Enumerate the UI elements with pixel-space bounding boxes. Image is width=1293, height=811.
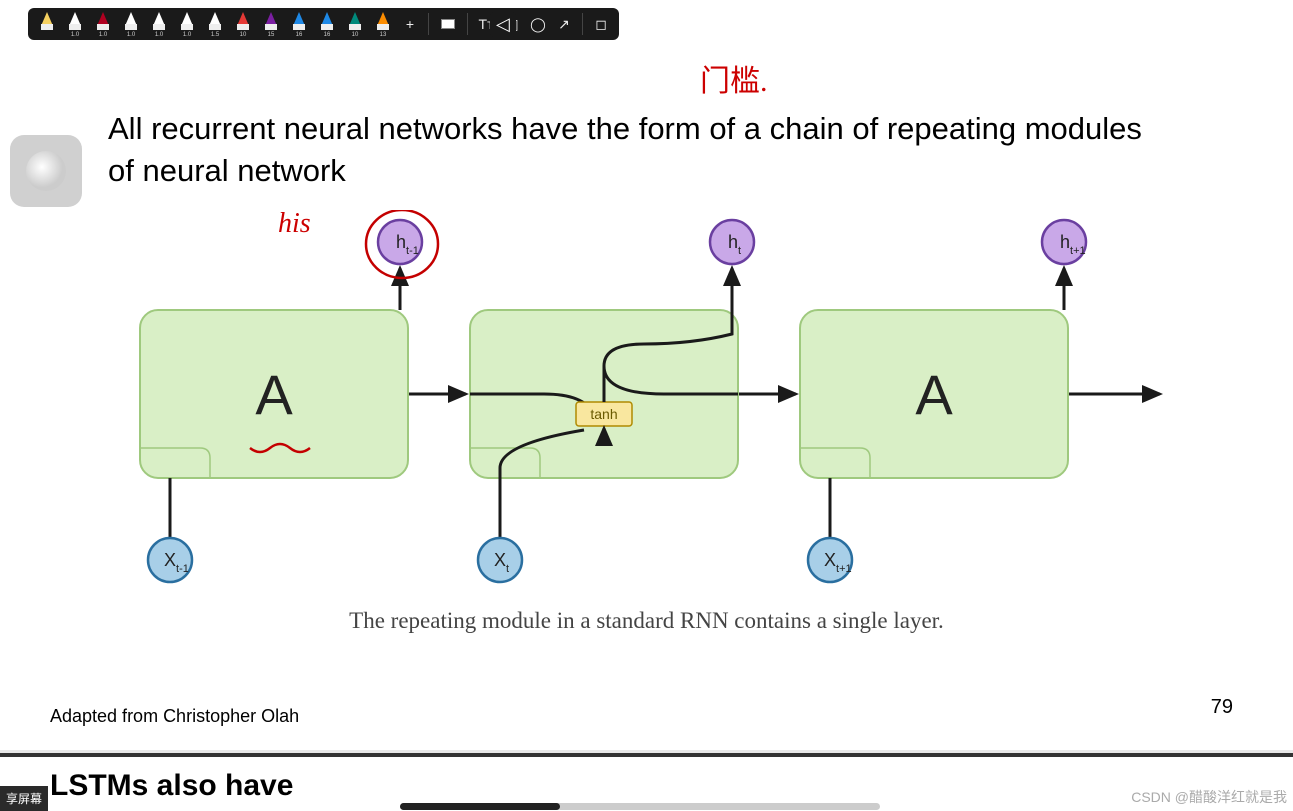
next-slide-text: LSTMs also have (50, 769, 293, 803)
next-slide-preview: LSTMs also have (0, 757, 1293, 811)
svg-text:tanh: tanh (590, 406, 617, 422)
annotation-gate: 门槛. (700, 56, 768, 100)
attribution-text: Adapted from Christopher Olah (50, 706, 299, 727)
share-screen-tag: 享屏幕 (0, 786, 48, 811)
slide-main-text: All recurrent neural networks have the f… (108, 108, 1158, 192)
slide-area: 1.01.01.01.01.01.5101516161013+Tᴛ▣◯↗◻ ◁ … (0, 0, 1293, 750)
horizontal-scrollbar[interactable] (400, 803, 880, 810)
svg-text:A: A (915, 363, 953, 426)
scrollbar-thumb[interactable] (400, 803, 560, 810)
diagram-caption: The repeating module in a standard RNN c… (0, 608, 1293, 634)
slide-content: All recurrent neural networks have the f… (0, 0, 1293, 750)
csdn-watermark: CSDN @醋酸洋红就是我 (1131, 787, 1287, 807)
page-number: 79 (1211, 696, 1233, 719)
svg-text:A: A (255, 363, 293, 426)
rnn-diagram: AtanhAht-1htht+1Xt-1XtXt+1 (100, 210, 1210, 600)
